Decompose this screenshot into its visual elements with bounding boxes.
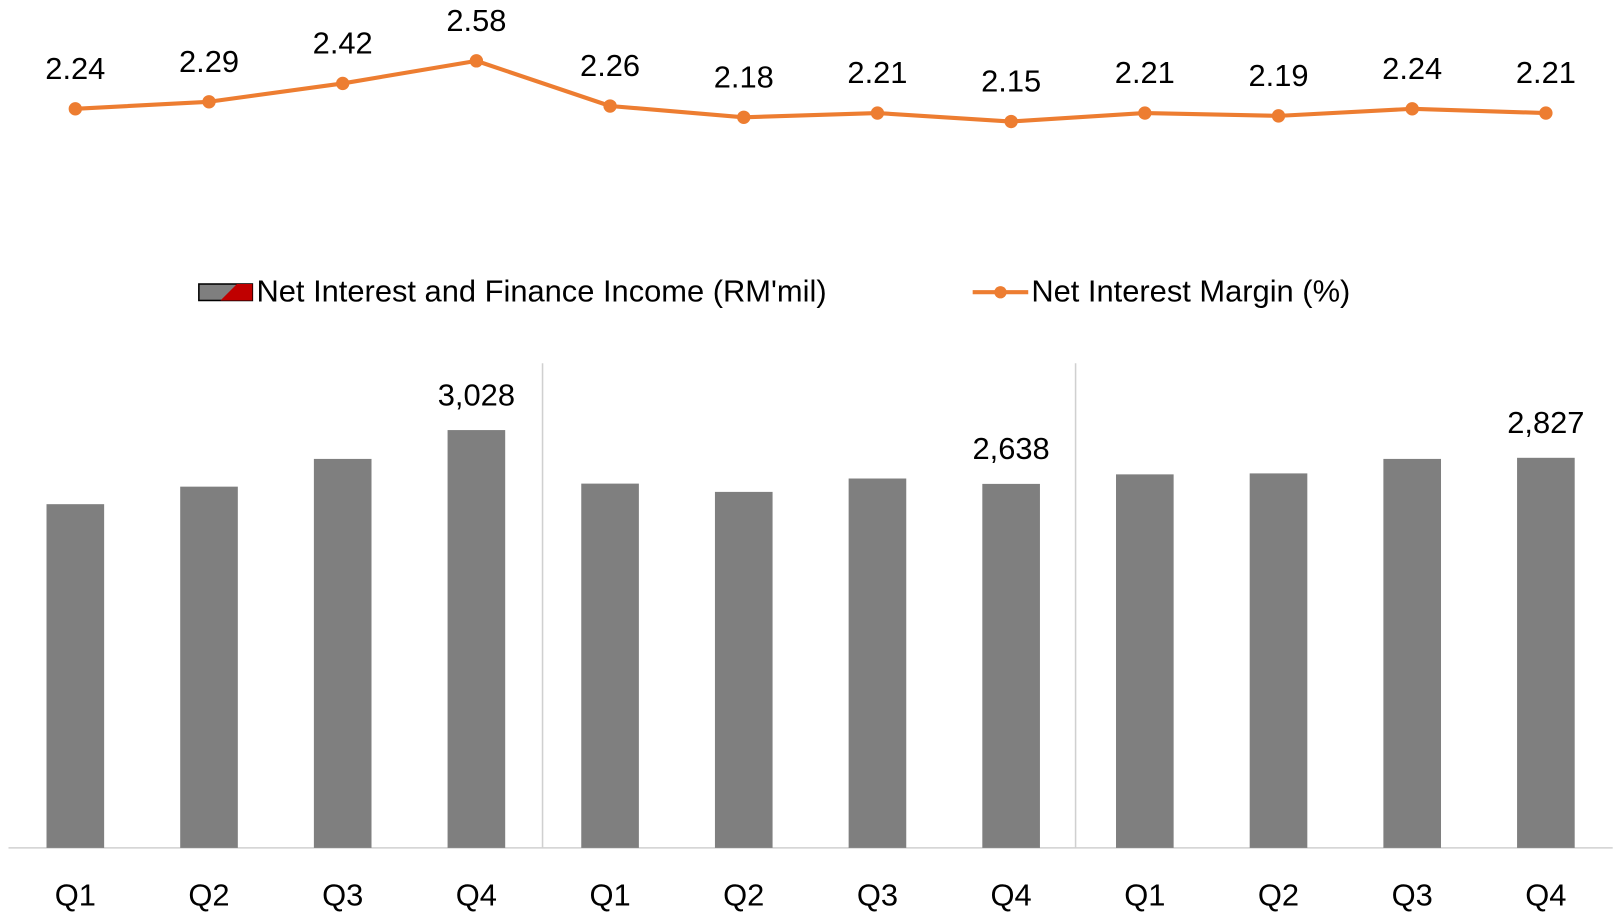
bar [581, 483, 639, 848]
x-tick-label: Q3 [322, 877, 363, 912]
x-tick-label: Q3 [1392, 877, 1433, 912]
data-label: 2.19 [1248, 58, 1308, 93]
x-tick-label: Q4 [991, 877, 1032, 912]
bar [313, 458, 372, 848]
bar [1517, 457, 1575, 848]
data-label: 2.21 [847, 55, 907, 90]
bar [447, 430, 506, 848]
line-marker [469, 54, 484, 68]
x-tick-label: Q4 [456, 877, 497, 912]
line-marker [1271, 109, 1286, 123]
bar [982, 483, 1040, 848]
x-tick-label: Q1 [1124, 877, 1165, 912]
bar [848, 478, 907, 848]
bar [46, 504, 105, 848]
line-marker [68, 102, 83, 116]
line-marker [1004, 114, 1018, 129]
legend-line-marker [994, 286, 1007, 299]
data-label: 2.26 [580, 48, 640, 83]
x-tick-label: Q3 [857, 877, 898, 912]
data-label: 2,638 [973, 431, 1050, 466]
x-tick-label: Q4 [1525, 877, 1566, 912]
line [75, 58, 1546, 124]
line-marker [603, 99, 617, 113]
data-label: 2.58 [446, 3, 506, 38]
bar [1116, 474, 1174, 848]
legend-label: Net Interest Margin (%) [1031, 273, 1350, 308]
data-label: 2.42 [313, 26, 373, 61]
data-label: 2.21 [1115, 55, 1175, 90]
x-tick-label: Q1 [55, 877, 96, 912]
data-label: 2.29 [179, 44, 239, 79]
legend-bar-swatch-accent [220, 284, 253, 301]
line-marker [1539, 106, 1553, 120]
bar [180, 486, 238, 848]
data-label: 2.15 [981, 64, 1041, 99]
bar [1383, 458, 1442, 848]
data-label: 2.21 [1516, 55, 1576, 90]
x-tick-label: Q2 [723, 877, 764, 912]
legend-label: Net Interest and Finance Income (RM'mil) [256, 273, 826, 308]
line-marker [737, 110, 751, 124]
bar [714, 491, 773, 848]
line-marker [1405, 102, 1419, 116]
line-marker [336, 76, 350, 91]
x-tick-label: Q2 [1258, 877, 1299, 912]
data-label: 2.24 [45, 51, 105, 86]
bar [1249, 473, 1308, 848]
data-label: 2,827 [1507, 405, 1584, 440]
line-marker [870, 106, 885, 120]
data-label: 2.24 [1382, 51, 1442, 86]
legend: Net Interest and Finance Income (RM'mil)… [198, 273, 1350, 308]
data-label: 3,028 [438, 377, 515, 412]
x-tick-label: Q2 [188, 877, 229, 912]
data-label: 2.18 [714, 59, 774, 94]
x-tick-label: Q1 [589, 877, 630, 912]
line-marker [202, 95, 216, 109]
line-marker [1138, 106, 1152, 120]
